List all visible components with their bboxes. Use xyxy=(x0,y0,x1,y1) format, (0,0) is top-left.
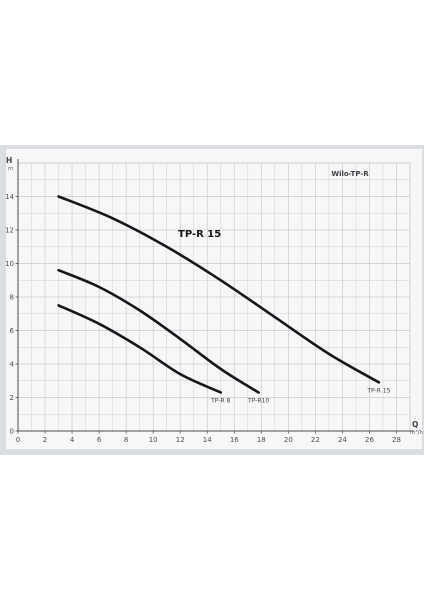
chart-title: Wilo-TP-R xyxy=(331,170,369,178)
y-tick-label: 12 xyxy=(5,227,14,235)
x-tick-label: 6 xyxy=(97,436,102,444)
x-tick-label: 8 xyxy=(124,436,128,444)
y-axis-unit: m xyxy=(8,166,13,172)
curves xyxy=(57,195,381,394)
chart-sheet: 0 2 4 6 8 10 12 14 16 18 20 22 24 26 28 0 2 4 6 8 10 12 14 Wil… xyxy=(0,145,424,455)
y-tick-label: 2 xyxy=(10,394,14,402)
y-tick-label: 4 xyxy=(10,361,15,369)
x-axis-label: Q xyxy=(412,420,418,429)
y-tick-label: 14 xyxy=(5,193,14,201)
x-tick-label: 28 xyxy=(392,436,401,444)
y-tick-label: 10 xyxy=(5,260,14,268)
x-axis-unit: m³/h xyxy=(410,429,423,436)
curve-tp-r10 xyxy=(57,268,260,394)
x-tick-label: 10 xyxy=(149,436,158,444)
y-tick-label: 6 xyxy=(10,327,15,335)
x-tick-label: 20 xyxy=(284,436,293,444)
series-label-tp-r-8: TP-R 8 xyxy=(210,397,230,404)
x-tick-label: 26 xyxy=(365,436,374,444)
y-tick-label: 0 xyxy=(10,428,14,436)
x-tick-label: 0 xyxy=(16,436,20,444)
series-label-tp-r10: TP-R10 xyxy=(247,397,269,404)
curve-tp-r-15 xyxy=(57,195,381,384)
x-tick-label: 2 xyxy=(43,436,47,444)
highlight-label: TP-R 15 xyxy=(178,229,221,240)
y-tick-label: 8 xyxy=(10,294,14,302)
x-tick-label: 24 xyxy=(338,436,347,444)
curve-tp-r-8 xyxy=(57,304,223,394)
x-tick-label: 16 xyxy=(230,436,239,444)
x-tick-label: 4 xyxy=(70,436,75,444)
x-tick-label: 12 xyxy=(176,436,185,444)
x-tick-label: 14 xyxy=(203,436,212,444)
x-tick-label: 22 xyxy=(311,436,320,444)
x-tick-label: 18 xyxy=(257,436,266,444)
series-label-tp-r-15: TP-R 15 xyxy=(366,387,390,394)
labels: Wilo-TP-R TP-R 15 H m Q m³/h TP-R 8 TP-R1… xyxy=(6,156,423,436)
y-axis-label: H xyxy=(6,156,12,165)
paper-sheet xyxy=(6,149,422,449)
